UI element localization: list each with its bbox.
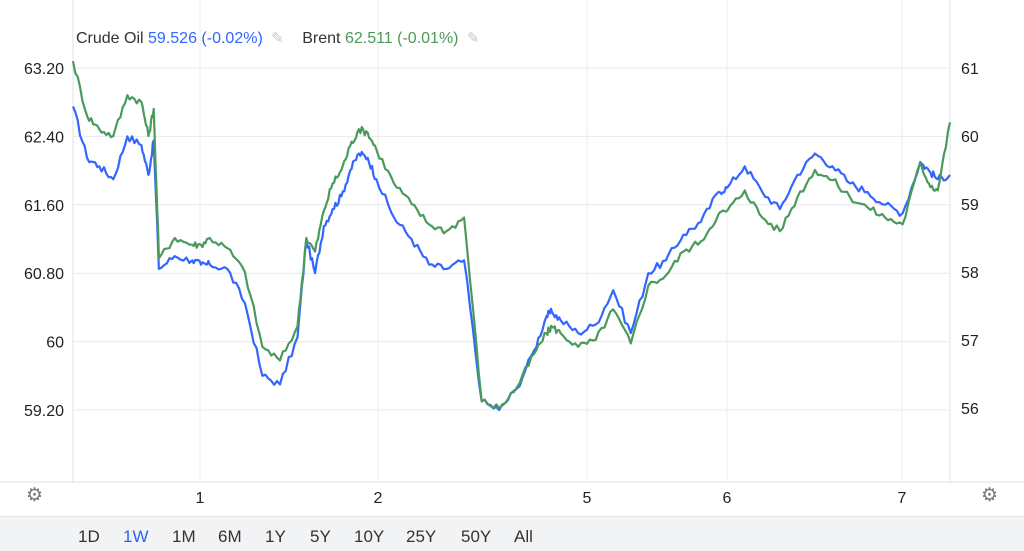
legend-crude[interactable]: Crude Oil 59.526 (-0.02%) ✎ — [76, 29, 284, 48]
x-tick-label: 6 — [723, 490, 732, 507]
x-tick-label: 2 — [374, 490, 383, 507]
legend-brent[interactable]: Brent 62.511 (-0.01%) ✎ — [302, 29, 479, 48]
x-tick-label: 1 — [196, 490, 205, 507]
left-tick-label: 63.20 — [24, 61, 64, 78]
range-button-10y[interactable]: 10Y — [354, 527, 385, 546]
legend-crude-name: Crude Oil — [76, 30, 144, 47]
series-line-crude-oil — [71, 106, 951, 412]
series-layer — [71, 60, 952, 412]
range-button-50y[interactable]: 50Y — [461, 527, 492, 546]
legend: Crude Oil 59.526 (-0.02%) ✎ Brent 62.511… — [76, 29, 494, 48]
right-tick-label: 59 — [961, 197, 979, 214]
legend-crude-value: 59.526 (-0.02%) — [148, 30, 263, 47]
left-tick-label: 60.80 — [24, 266, 64, 283]
right-tick-label: 56 — [961, 401, 979, 418]
range-button-5y[interactable]: 5Y — [310, 527, 331, 546]
range-button-1m[interactable]: 1M — [172, 527, 196, 546]
pencil-icon[interactable]: ✎ — [466, 30, 480, 47]
range-button-1y[interactable]: 1Y — [265, 527, 286, 546]
left-tick-label: 61.60 — [24, 198, 64, 215]
range-button-all[interactable]: All — [514, 527, 533, 546]
legend-brent-value: 62.511 (-0.01%) — [344, 30, 459, 47]
legend-brent-name: Brent — [302, 30, 341, 47]
range-button-6m[interactable]: 6M — [218, 527, 242, 546]
right-axis: 61 60 59 58 57 56 — [961, 61, 979, 418]
x-axis: 1 2 5 6 7 — [196, 490, 907, 507]
x-tick-label: 7 — [898, 490, 907, 507]
left-tick-label: 59.20 — [24, 403, 64, 420]
x-tick-label: 5 — [583, 490, 592, 507]
range-button-25y[interactable]: 25Y — [406, 527, 437, 546]
gear-icon[interactable]: ⚙ — [26, 485, 44, 506]
left-axis: 63.20 62.40 61.60 60.80 60 59.20 — [24, 61, 64, 420]
grid — [0, 0, 1024, 483]
right-tick-label: 61 — [961, 61, 979, 78]
series-line-brent — [71, 60, 952, 410]
range-button-1w[interactable]: 1W — [123, 527, 149, 546]
left-tick-label: 60 — [46, 335, 64, 352]
right-tick-label: 57 — [961, 333, 979, 350]
gear-icon[interactable]: ⚙ — [981, 485, 999, 506]
range-toolbar: 1D 1W 1M 6M 1Y 5Y 10Y 25Y 50Y All — [0, 516, 1024, 551]
left-tick-label: 62.40 — [24, 129, 64, 146]
right-tick-label: 60 — [961, 129, 979, 146]
right-tick-label: 58 — [961, 265, 979, 282]
range-button-1d[interactable]: 1D — [78, 527, 100, 546]
pencil-icon[interactable]: ✎ — [271, 30, 284, 47]
